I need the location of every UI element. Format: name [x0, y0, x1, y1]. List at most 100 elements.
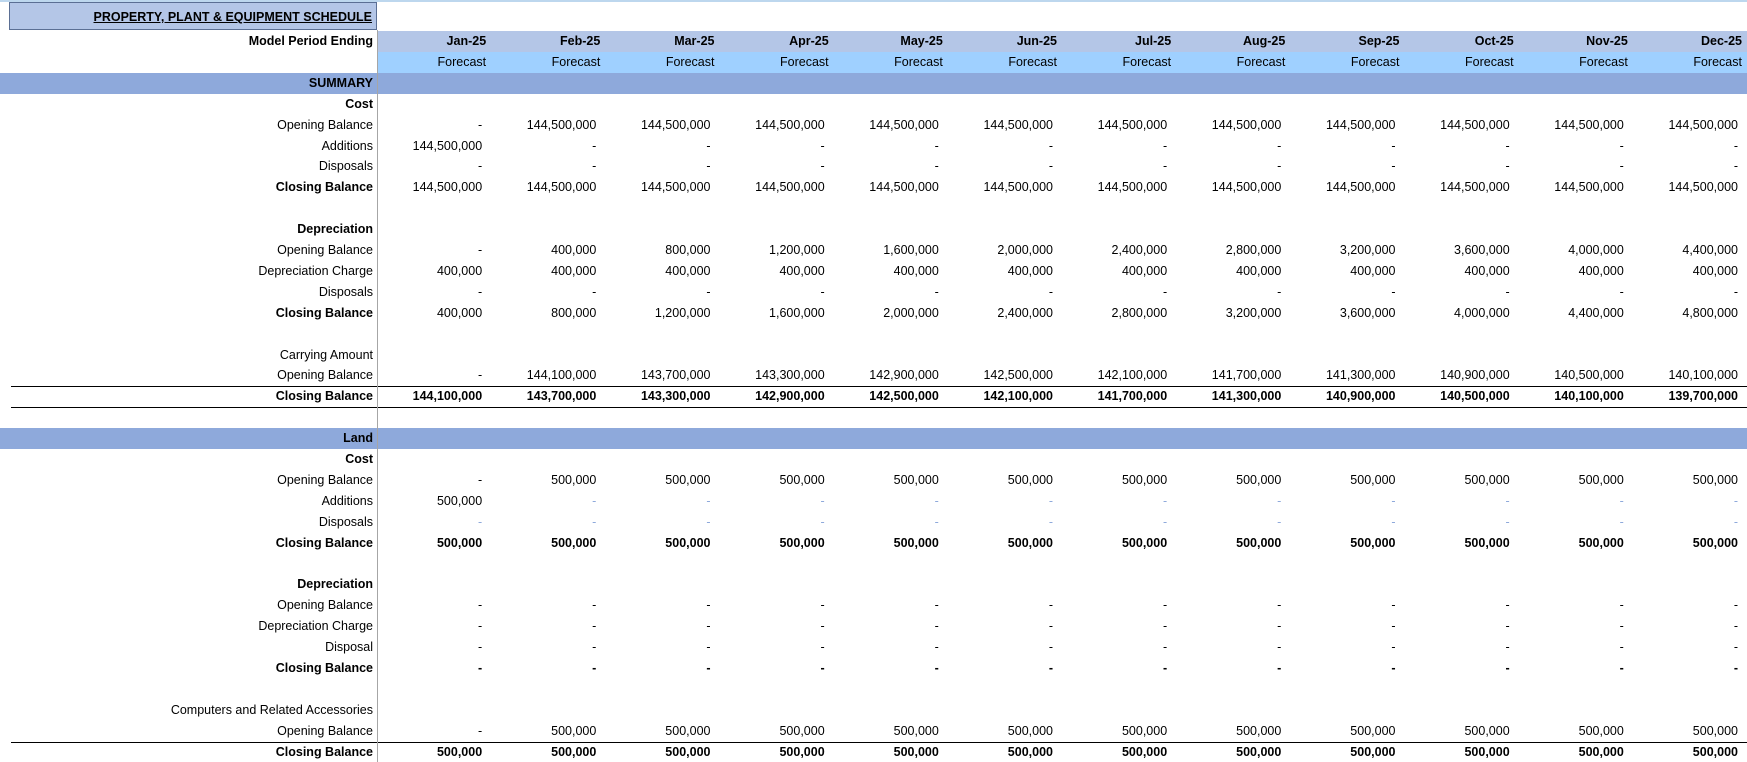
value-cell: 143,300,000 [755, 368, 825, 383]
period-label: Model Period Ending [248, 34, 373, 48]
value-cell: 500,000 [1350, 472, 1396, 487]
value-cell: 2,800,000 [1111, 305, 1168, 320]
value-cell: 500,000 [1578, 744, 1624, 759]
value-cell: 500,000 [893, 472, 939, 487]
value-cell: - [592, 598, 597, 613]
value-cell: - [706, 598, 711, 613]
value-cell: - [592, 514, 597, 529]
value-cell: - [706, 138, 711, 153]
value-cell: - [1162, 640, 1168, 655]
status-header: Forecast [1008, 54, 1057, 69]
group-title: Computers and Related Accessories [170, 702, 373, 717]
value-cell: 500,000 [436, 493, 483, 508]
value-cell: 500,000 [1007, 535, 1053, 550]
value-cell: 500,000 [551, 744, 597, 759]
month-header: Aug-25 [1242, 34, 1286, 48]
value-cell: - [1505, 619, 1510, 634]
value-cell: 800,000 [665, 243, 711, 257]
value-cell: 4,000,000 [1568, 243, 1624, 257]
value-cell: - [592, 661, 597, 675]
value-cell: 500,000 [1578, 723, 1624, 738]
value-cell: - [706, 284, 711, 299]
group-title: Cost [345, 452, 373, 466]
month-header: Feb-25 [560, 34, 601, 48]
value-cell: 1,200,000 [654, 305, 711, 320]
value-cell: - [592, 138, 597, 153]
row-label: Closing Balance [275, 661, 373, 675]
value-cell: - [1391, 138, 1396, 153]
value-cell: 400,000 [436, 305, 483, 320]
value-cell: 500,000 [1350, 723, 1396, 738]
value-cell: 500,000 [1464, 472, 1510, 487]
value-cell: 500,000 [1007, 723, 1053, 738]
header-band [377, 31, 1747, 52]
row-label: Closing Balance [275, 389, 373, 404]
status-header: Forecast [437, 54, 487, 69]
value-cell: 140,500,000 [1440, 389, 1510, 404]
value-cell: 144,500,000 [526, 117, 597, 132]
value-cell: 144,500,000 [869, 117, 939, 132]
status-band [377, 51, 1747, 73]
value-cell: - [1277, 514, 1282, 529]
value-cell: - [934, 159, 939, 174]
value-cell: 500,000 [436, 744, 483, 759]
value-cell: 500,000 [665, 723, 711, 738]
value-cell: 500,000 [551, 535, 597, 550]
value-cell: - [1277, 619, 1282, 634]
value-cell: 500,000 [779, 723, 825, 738]
value-cell: 144,500,000 [640, 180, 711, 195]
top-line [0, 0, 1747, 2]
value-cell: 400,000 [893, 263, 939, 278]
value-cell: - [592, 159, 597, 174]
value-cell: 144,500,000 [1668, 117, 1738, 132]
value-cell: - [1505, 640, 1510, 655]
value-cell: 500,000 [1692, 472, 1738, 487]
status-header: Forecast [1465, 54, 1514, 69]
group-title: Depreciation [297, 577, 373, 592]
value-cell: 3,600,000 [1339, 305, 1396, 320]
status-header: Forecast [1122, 54, 1172, 69]
value-cell: 500,000 [1464, 535, 1510, 550]
value-cell: 2,800,000 [1225, 243, 1282, 257]
value-cell: - [1048, 284, 1053, 299]
section-band [0, 428, 1747, 449]
value-cell: - [1619, 640, 1624, 655]
value-cell: 1,200,000 [769, 243, 825, 257]
month-header: Jul-25 [1135, 34, 1172, 48]
row-label: Opening Balance [277, 472, 373, 487]
row-label: Opening Balance [277, 117, 373, 132]
value-cell: 500,000 [1464, 744, 1510, 759]
value-cell: 142,900,000 [869, 368, 939, 383]
value-cell: 400,000 [665, 263, 711, 278]
value-cell: - [1619, 159, 1624, 174]
month-header: May-25 [900, 34, 943, 48]
value-cell: - [592, 619, 597, 634]
value-cell: - [592, 493, 597, 508]
value-cell: 500,000 [1464, 723, 1510, 738]
value-cell: - [706, 493, 711, 508]
total-border-top [11, 386, 1747, 388]
status-header: Forecast [894, 54, 943, 69]
month-header: Nov-25 [1586, 34, 1628, 48]
value-cell: - [1391, 514, 1396, 529]
value-cell: 3,200,000 [1339, 243, 1396, 257]
group-title: Carrying Amount [279, 347, 373, 362]
value-cell: - [1277, 138, 1282, 153]
row-label: Disposals [318, 284, 373, 299]
row-label: Depreciation Charge [258, 263, 373, 278]
label-divider [377, 30, 378, 762]
month-header: Oct-25 [1474, 34, 1514, 48]
status-header: Forecast [1236, 54, 1286, 69]
value-cell: 500,000 [551, 472, 597, 487]
row-label: Opening Balance [277, 368, 373, 383]
value-cell: 1,600,000 [769, 305, 825, 320]
value-cell: 500,000 [779, 744, 825, 759]
value-cell: 500,000 [1236, 472, 1282, 487]
value-cell: 500,000 [893, 723, 939, 738]
value-cell: - [1619, 598, 1624, 613]
row-label: Disposals [318, 514, 373, 529]
value-cell: - [1733, 514, 1738, 529]
value-cell: - [820, 640, 825, 655]
value-cell: 144,500,000 [983, 180, 1053, 195]
